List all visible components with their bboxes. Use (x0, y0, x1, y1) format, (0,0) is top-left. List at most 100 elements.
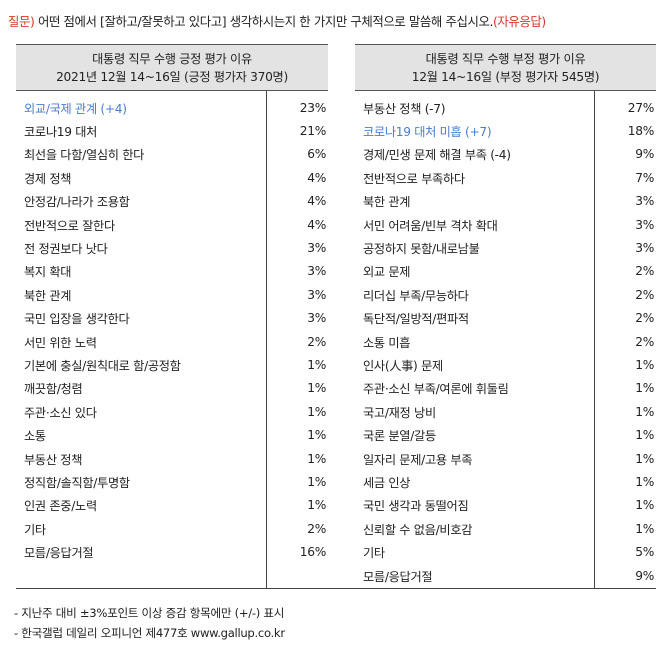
reason-label: 주관·소신 있다 (24, 405, 97, 420)
reason-label: 독단적/일방적/편파적 (363, 312, 469, 327)
negative-rows: 부동산 정책 (-7) 27% 코로나19 대처 미흡 (+7) 18% 경제/민생 문… (355, 91, 656, 587)
table-row: 부동산 정책 (-7) 27% (355, 96, 656, 119)
table-row: 경제/민생 문제 해결 부족 (-4) 9% (355, 143, 656, 166)
reason-label: 주관·소신 부족/여론에 휘둘림 (363, 382, 509, 397)
question-body: 어떤 점에서 [잘하고/잘못하고 있다고] 생각하시는지 한 가지만 구체적으로… (34, 14, 493, 29)
table-row: 국민 생각과 동떨어짐 1% (355, 494, 656, 517)
table-row: 주관·소신 있다 1% (16, 400, 328, 423)
reason-percent: 2% (635, 334, 654, 349)
table-row: 국민 입장을 생각한다 3% (16, 307, 328, 330)
reason-label: 정직함/솔직함/투명함 (24, 475, 130, 490)
reason-percent: 1% (307, 474, 326, 489)
reason-label: 북한 관계 (363, 195, 411, 210)
table-row: 서민 위한 노력 2% (16, 330, 328, 353)
reason-percent: 23% (299, 100, 327, 115)
table-row: 코로나19 대처 미흡 (+7) 18% (355, 119, 656, 142)
reason-percent: 2% (635, 311, 654, 326)
footnotes: - 지난주 대비 ±3%포인트 이상 증감 항목에만 (+/-) 표시 - 한국… (14, 603, 285, 643)
reason-label: 세금 인상 (363, 475, 411, 490)
reason-percent: 1% (635, 381, 654, 396)
table-row: 공정하지 못함/내로남불 3% (355, 236, 656, 259)
table-row: 북한 관계 3% (16, 283, 328, 306)
reason-label: 리더십 부족/무능하다 (363, 288, 469, 303)
table-row: 국론 분열/갈등 1% (355, 423, 656, 446)
reason-percent: 1% (635, 521, 654, 536)
positive-subtitle: 2021년 12월 14~16일 (긍정 평가자 370명) (56, 70, 288, 84)
reason-percent: 1% (307, 451, 326, 466)
reason-label: 기타 (24, 522, 46, 537)
reason-label: 경제 정책 (24, 171, 72, 186)
reason-percent: 1% (307, 357, 326, 372)
reason-percent: 2% (307, 334, 326, 349)
question-text: 질문) 어떤 점에서 [잘하고/잘못하고 있다고] 생각하시는지 한 가지만 구… (8, 12, 664, 30)
reason-label: 깨끗함/청렴 (24, 382, 83, 397)
reason-percent: 5% (635, 545, 654, 560)
reason-label: 공정하지 못함/내로남불 (363, 242, 480, 257)
table-bottom-line (16, 588, 656, 589)
reason-label: 모름/응답거절 (363, 569, 433, 584)
reason-label: 모름/응답거절 (24, 546, 94, 561)
table-row: 모름/응답거절 16% (16, 540, 328, 563)
reason-label: 안정감/나라가 조용함 (24, 195, 130, 210)
reason-label: 서민 어려움/빈부 격차 확대 (363, 218, 498, 233)
reason-percent: 1% (307, 404, 326, 419)
reason-label: 부동산 정책 (-7) (363, 101, 446, 116)
reason-percent: 1% (635, 404, 654, 419)
table-row: 세금 인상 1% (355, 470, 656, 493)
reason-percent: 1% (635, 428, 654, 443)
reason-percent: 3% (635, 241, 654, 256)
table-row: 외교/국제 관계 (+4) 23% (16, 96, 328, 119)
reason-percent: 3% (635, 217, 654, 232)
table-row: 일자리 문제/고용 부족 1% (355, 447, 656, 470)
positive-rows: 외교/국제 관계 (+4) 23% 코로나19 대처 21% 최선을 다함/열심히 한다… (16, 91, 328, 564)
reason-percent: 1% (307, 428, 326, 443)
reason-percent: 3% (307, 264, 326, 279)
positive-panel: 대통령 직무 수행 긍정 평가 이유 2021년 12월 14~16일 (긍정 … (16, 44, 328, 588)
reason-percent: 3% (307, 311, 326, 326)
reason-label: 외교/국제 관계 (+4) (24, 101, 127, 116)
table-row: 북한 관계 3% (355, 190, 656, 213)
table-row: 전반적으로 잘한다 4% (16, 213, 328, 236)
table-row: 기본에 충실/원칙대로 함/공정함 1% (16, 353, 328, 376)
reason-percent: 1% (635, 498, 654, 513)
negative-header: 대통령 직무 수행 부정 평가 이유 12월 14~16일 (부정 평가자 54… (355, 44, 656, 91)
table-row: 서민 어려움/빈부 격차 확대 3% (355, 213, 656, 236)
table-row: 인권 존중/노력 1% (16, 494, 328, 517)
positive-title: 대통령 직무 수행 긍정 평가 이유 (92, 52, 252, 66)
reason-percent: 9% (635, 568, 654, 583)
reason-label: 기타 (363, 546, 385, 561)
table-row: 소통 1% (16, 423, 328, 446)
reason-label: 북한 관계 (24, 288, 72, 303)
reason-percent: 4% (307, 194, 326, 209)
table-row: 부동산 정책 1% (16, 447, 328, 470)
question-prefix: 질문) (8, 14, 35, 29)
reason-label: 전반적으로 부족하다 (363, 171, 465, 186)
reason-label: 신뢰할 수 없음/비호감 (363, 522, 473, 537)
table-row: 전반적으로 부족하다 7% (355, 166, 656, 189)
table-row: 기타 2% (16, 517, 328, 540)
reason-label: 전 정권보다 낫다 (24, 242, 108, 257)
reason-percent: 3% (307, 241, 326, 256)
reason-percent: 1% (307, 381, 326, 396)
reason-label: 전반적으로 잘한다 (24, 218, 115, 233)
reason-percent: 1% (635, 474, 654, 489)
table-row: 코로나19 대처 21% (16, 119, 328, 142)
reason-percent: 27% (627, 100, 655, 115)
reason-label: 국민 입장을 생각한다 (24, 312, 130, 327)
table-row: 경제 정책 4% (16, 166, 328, 189)
negative-subtitle: 12월 14~16일 (부정 평가자 545명) (411, 70, 600, 84)
negative-title: 대통령 직무 수행 부정 평가 이유 (425, 52, 586, 66)
table-row: 모름/응답거절 9% (355, 564, 656, 587)
table-row: 신뢰할 수 없음/비호감 1% (355, 517, 656, 540)
table-row: 독단적/일방적/편파적 2% (355, 307, 656, 330)
table-row: 깨끗함/청렴 1% (16, 377, 328, 400)
reason-percent: 1% (635, 357, 654, 372)
table-row: 외교 문제 2% (355, 260, 656, 283)
reason-label: 부동산 정책 (24, 452, 83, 467)
reason-label: 인사(人事) 문제 (363, 358, 443, 373)
table-row: 안정감/나라가 조용함 4% (16, 190, 328, 213)
table-row: 복지 확대 3% (16, 260, 328, 283)
reason-percent: 4% (307, 170, 326, 185)
negative-column-divider (594, 91, 595, 588)
reason-label: 국민 생각과 동떨어짐 (363, 499, 469, 514)
